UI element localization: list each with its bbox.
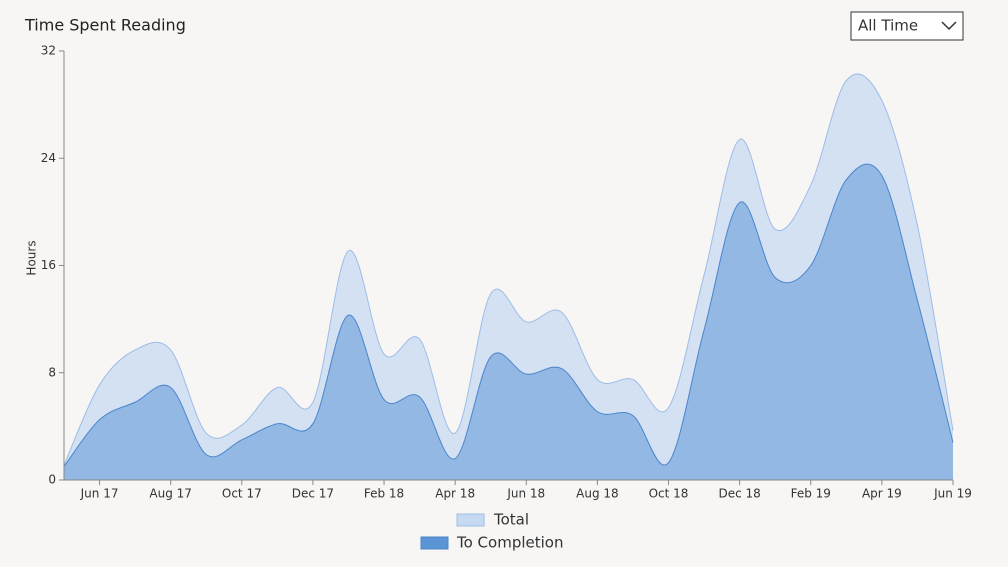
legend-swatch: [456, 513, 485, 527]
y-tick-label: 16: [41, 258, 56, 272]
y-tick-label: 0: [48, 473, 56, 487]
x-tick-label: Feb 19: [791, 487, 831, 501]
x-tick-label: Jun 19: [933, 487, 972, 501]
dropdown-arrow[interactable]: [941, 21, 957, 31]
y-tick-label: 24: [41, 151, 56, 165]
x-tick-label: Oct 17: [222, 487, 262, 501]
x-tick-label: Aug 17: [149, 487, 192, 501]
y-axis-label: Hours: [25, 240, 39, 275]
x-tick-label: Apr 19: [862, 487, 902, 501]
x-tick-label: Jun 17: [80, 487, 119, 501]
x-tick-label: Apr 18: [435, 487, 475, 501]
x-tick-label: Dec 17: [292, 487, 334, 501]
dropdown-box[interactable]: [850, 11, 964, 41]
x-tick-label: Feb 18: [364, 487, 404, 501]
area: [64, 164, 953, 480]
y-tick-label: 8: [48, 365, 56, 379]
y-tick-label: 32: [41, 44, 56, 58]
x-tick-label: Dec 18: [718, 487, 760, 501]
area-line: [63, 163, 954, 467]
x-tick-label: Oct 18: [649, 487, 689, 501]
legend-label: Total: [493, 511, 529, 529]
range-dropdown[interactable]: All Time: [850, 11, 964, 41]
dropdown-label[interactable]: All Time: [858, 17, 918, 35]
legend-swatch: [420, 536, 449, 550]
chart-title: Time Spent Reading: [24, 16, 186, 35]
area-line: [63, 73, 954, 466]
legend-label: To Completion: [456, 534, 563, 552]
x-tick-label: Jun 18: [506, 487, 545, 501]
x-tick-label: Aug 18: [576, 487, 619, 501]
